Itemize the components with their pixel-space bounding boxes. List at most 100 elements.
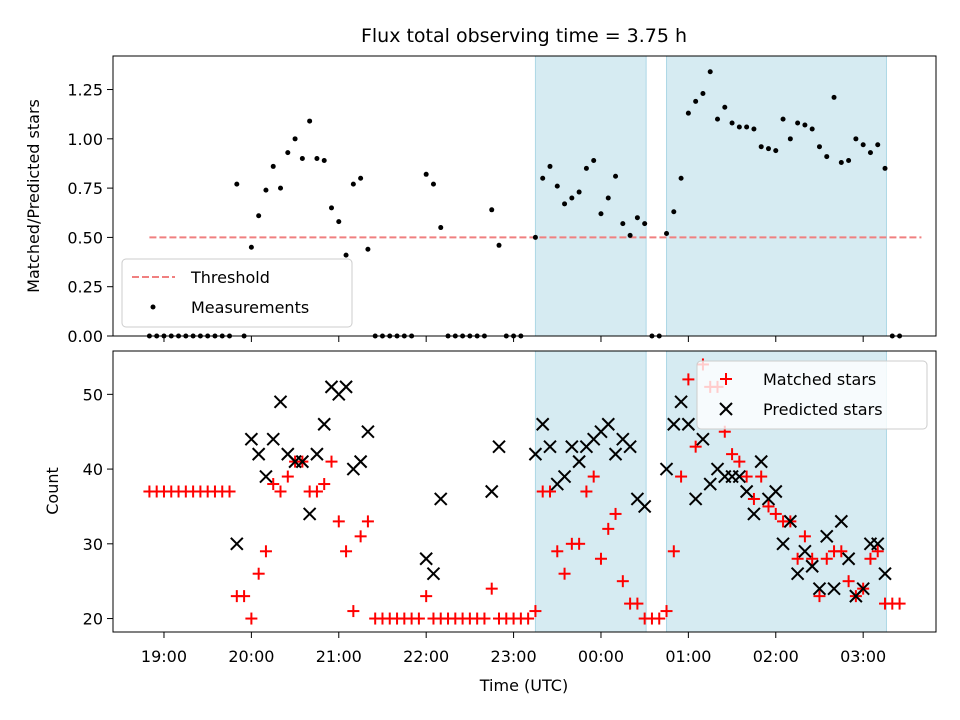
measurement-point [642, 221, 648, 227]
predicted-star-marker [871, 537, 885, 551]
matched-star-marker [551, 545, 564, 558]
matched-star-marker [529, 605, 542, 618]
matched-star-marker [653, 612, 666, 625]
predicted-star-marker [317, 417, 331, 431]
matched-star-marker [820, 552, 833, 565]
matched-legend-label: Matched stars [763, 370, 876, 389]
measurement-point [685, 110, 691, 116]
measurement-point [554, 183, 560, 189]
predicted-star-marker [426, 567, 441, 581]
measurement-point [715, 116, 721, 122]
matched-star-marker [871, 545, 884, 558]
measurement-point [838, 159, 844, 165]
predicted-star-marker [266, 432, 280, 446]
measurement-point [591, 158, 597, 164]
measurement-point [882, 165, 888, 171]
predicted-star-marker [696, 432, 710, 446]
y-tick-label: 20 [83, 610, 103, 629]
y-tick-label: 0.75 [67, 179, 103, 198]
count-legend-box [696, 360, 928, 430]
predicted-star-marker [637, 499, 652, 514]
predicted-star-marker [361, 425, 375, 439]
measurement-point [751, 126, 757, 132]
measurement-point [780, 116, 786, 122]
predicted-star-marker [485, 484, 499, 499]
matched-star-marker [747, 492, 760, 505]
predicted-star-marker [769, 484, 783, 499]
measurements-legend-swatch [150, 304, 156, 310]
count-points [143, 358, 906, 625]
matched-star-marker [325, 455, 338, 468]
measurement-point [248, 244, 254, 250]
measurement-point [314, 156, 320, 162]
ratio-x-ticks [163, 336, 864, 342]
predicted-star-marker [601, 417, 615, 431]
measurement-point [234, 181, 240, 187]
count-panel: 20 30 40 50 19:00 20:00 21:00 22:00 23:00 00:00 0… [43, 350, 937, 695]
y-tick-label: 0.00 [67, 327, 103, 346]
predicted-star-marker [674, 395, 688, 409]
predicted-star-marker [739, 484, 754, 499]
predicted-star-marker [353, 454, 368, 469]
measurement-point [707, 69, 713, 75]
measurement-point [598, 211, 604, 217]
predicted-star-marker [754, 454, 768, 469]
measurement-point [860, 142, 866, 148]
measurement-point [867, 150, 873, 156]
measurement-point [299, 156, 305, 162]
measurement-point [613, 173, 619, 179]
measurement-point [853, 136, 859, 142]
predicted-star-marker [681, 417, 696, 431]
predicted-star-marker [295, 454, 310, 469]
matched-star-marker [806, 552, 819, 565]
measurement-point [802, 122, 808, 128]
measurement-point [562, 201, 568, 207]
predicted-star-marker [703, 477, 717, 491]
measurement-point [678, 175, 684, 181]
predicted-star-marker [565, 439, 579, 454]
y-tick-label: 50 [83, 385, 103, 404]
x-tick-label: 01:00 [665, 647, 711, 666]
predicted-star-marker [667, 417, 681, 431]
x-tick-label: 19:00 [141, 647, 187, 666]
matched-star-marker [573, 537, 586, 550]
predicted-star-marker [834, 514, 849, 529]
matched-star-marker [420, 590, 433, 603]
measurement-point [831, 94, 837, 100]
predicted-star-marker [820, 529, 834, 544]
x-axis-label: Time (UTC) [479, 676, 568, 695]
matched-star-marker [361, 515, 374, 528]
ratio-legend-box [121, 258, 353, 328]
matched-star-marker [347, 605, 360, 618]
matched-star-marker [740, 470, 753, 483]
measurement-point [634, 215, 640, 221]
matched-star-marker [238, 590, 251, 603]
measurement-point [540, 175, 546, 181]
count-y-ticks: 20 30 40 50 [83, 385, 113, 629]
measurement-point [744, 124, 750, 130]
matched-star-marker [522, 612, 535, 625]
x-tick-label: 02:00 [753, 647, 799, 666]
matched-star-marker [245, 612, 258, 625]
measurement-point [700, 90, 706, 96]
chart-title: Flux total observing time = 3.75 h [361, 25, 687, 47]
measurement-point [846, 158, 852, 164]
measurement-point [620, 221, 626, 227]
ratio-legend: Threshold Measurements [121, 258, 353, 328]
measurement-point [583, 165, 589, 171]
measurement-point [496, 242, 502, 248]
measurement-point [816, 144, 822, 150]
x-tick-label: 21:00 [316, 647, 362, 666]
x-tick-label: 03:00 [840, 647, 886, 666]
matched-star-marker [798, 530, 811, 543]
count-x-ticks: 19:00 20:00 21:00 22:00 23:00 00:00 01:00 02:00… [141, 632, 886, 666]
measurement-point [270, 163, 276, 169]
predicted-star-marker [805, 559, 819, 573]
matched-star-marker [762, 500, 775, 513]
predicted-star-marker [273, 395, 288, 409]
measurement-point [278, 185, 284, 191]
measurement-point [256, 213, 262, 219]
matched-star-marker [813, 590, 826, 603]
observing-window-1 [534, 55, 647, 337]
